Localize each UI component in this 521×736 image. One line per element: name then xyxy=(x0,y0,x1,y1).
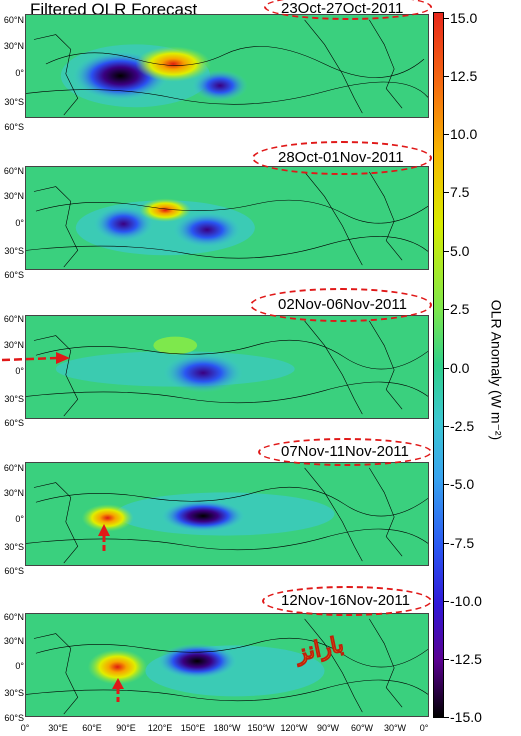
colorbar-tick-label: 5.0 xyxy=(450,243,470,259)
lat-label: 30°N xyxy=(3,636,24,646)
lon-label: 150°W xyxy=(247,723,275,733)
date-highlight-ellipse xyxy=(252,141,432,175)
colorbar-tick-label: -10.0 xyxy=(450,593,482,609)
colorbar-tick-label: -15.0 xyxy=(450,709,482,725)
colorbar-tick xyxy=(444,309,449,310)
up-arrow-icon xyxy=(98,524,110,554)
colorbar-tick xyxy=(444,717,449,718)
lon-label: 60°W xyxy=(350,723,374,733)
lon-label: 60°E xyxy=(82,723,102,733)
lon-label: 0° xyxy=(419,723,429,733)
lon-label: 30°W xyxy=(383,723,407,733)
lon-label: 120°W xyxy=(280,723,308,733)
lat-label: 60°S xyxy=(4,418,24,428)
lat-label: 30°N xyxy=(3,41,24,51)
colorbar-title: OLR Anomaly (W m⁻²) xyxy=(488,299,505,441)
colorbar-tick-label: -7.5 xyxy=(450,535,475,551)
lon-label: 120°E xyxy=(147,723,173,733)
date-highlight-ellipse xyxy=(250,288,432,322)
lat-label: 60°N xyxy=(3,612,24,622)
date-highlight-ellipse xyxy=(258,438,432,466)
lat-label: 60°N xyxy=(3,166,24,176)
lon-label: 180°W xyxy=(213,723,241,733)
colorbar-tick-label: -2.5 xyxy=(450,418,475,434)
lat-label: 0° xyxy=(15,68,24,78)
colorbar-tick-label: -5.0 xyxy=(450,476,475,492)
colorbar-tick-label: 2.5 xyxy=(450,301,470,317)
colorbar-tick xyxy=(444,18,449,19)
lat-label: 0° xyxy=(15,661,24,671)
lat-label: 30°S xyxy=(4,542,24,552)
panel-date-5: 12Nov-16Nov-2011 xyxy=(281,592,410,609)
lat-label: 60°S xyxy=(4,713,24,723)
lat-label: 0° xyxy=(15,218,24,228)
lon-label: 0° xyxy=(20,723,30,733)
lat-label: 60°S xyxy=(4,122,24,132)
colorbar-tick xyxy=(444,192,449,193)
lat-label: 30°S xyxy=(4,688,24,698)
panel-date-2: 28Oct-01Nov-2011 xyxy=(278,149,404,166)
colorbar-tick xyxy=(444,368,449,369)
map-panel-1 xyxy=(25,14,429,118)
lat-label: 30°S xyxy=(4,97,24,107)
lat-label: 60°N xyxy=(3,463,24,473)
lat-label: 30°N xyxy=(3,340,24,350)
colorbar-tick xyxy=(444,251,449,252)
lat-label: 30°S xyxy=(4,246,24,256)
lat-label: 30°S xyxy=(4,394,24,404)
colorbar-tick-label: 7.5 xyxy=(450,184,470,200)
colorbar-tick xyxy=(444,543,449,544)
date-highlight-ellipse xyxy=(262,586,432,616)
right-arrow-icon xyxy=(1,352,70,364)
colorbar-tick-label: 0.0 xyxy=(450,360,470,376)
lat-label: 0° xyxy=(15,514,24,524)
lat-label: 0° xyxy=(15,366,24,376)
lat-label: 30°N xyxy=(3,488,24,498)
colorbar-tick-label: 15.0 xyxy=(450,10,478,26)
map-panel-5 xyxy=(25,613,429,717)
lat-label: 60°N xyxy=(3,314,24,324)
lon-label: 90°W xyxy=(316,723,340,733)
colorbar-tick xyxy=(444,484,449,485)
map-panel-4 xyxy=(25,462,429,566)
panel-date-4: 07Nov-11Nov-2011 xyxy=(281,443,409,460)
colorbar xyxy=(433,12,444,718)
colorbar-tick xyxy=(444,601,449,602)
colorbar-tick xyxy=(444,76,449,77)
lon-label: 30°E xyxy=(48,723,68,733)
lat-label: 60°S xyxy=(4,566,24,576)
panel-date-1: 23Oct-27Oct-2011 xyxy=(281,0,404,17)
lat-label: 30°N xyxy=(3,191,24,201)
panel-date-3: 02Nov-06Nov-2011 xyxy=(278,296,407,313)
map-panel-2 xyxy=(25,166,429,270)
map-panel-3 xyxy=(25,315,429,419)
colorbar-tick xyxy=(444,659,449,660)
colorbar-tick xyxy=(444,426,449,427)
lon-label: 90°E xyxy=(116,723,136,733)
colorbar-tick-label: 10.0 xyxy=(450,126,478,142)
lat-label: 60°S xyxy=(4,270,24,280)
lat-label: 60°N xyxy=(3,15,24,25)
up-arrow-icon xyxy=(112,678,124,702)
colorbar-tick-label: -12.5 xyxy=(450,651,482,667)
colorbar-tick-label: 12.5 xyxy=(450,68,478,84)
colorbar-tick xyxy=(444,134,449,135)
lon-label: 150°E xyxy=(180,723,206,733)
